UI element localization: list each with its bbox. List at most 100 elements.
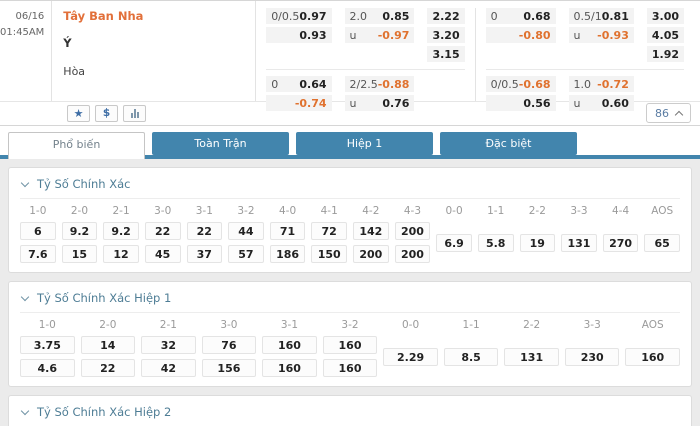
- odds-cell[interactable]: 0.93: [266, 27, 332, 43]
- odds-button[interactable]: 160: [262, 336, 317, 354]
- statistics-button[interactable]: [123, 104, 146, 122]
- money-button[interactable]: $: [95, 104, 118, 122]
- odds-button[interactable]: 270: [602, 233, 639, 252]
- score-header: 2-1: [112, 205, 130, 217]
- score-column-draw: 4-4 270: [602, 201, 639, 263]
- tab-toan-tran[interactable]: Toàn Trận: [152, 132, 289, 155]
- odds-cell[interactable]: 3.15: [427, 46, 465, 62]
- odds-cell[interactable]: u 0.76: [344, 95, 415, 111]
- odds-cell[interactable]: 3.20: [427, 27, 465, 43]
- score-header: 4-0: [278, 205, 297, 217]
- odds-button[interactable]: 131: [504, 347, 559, 366]
- odds-button[interactable]: 65: [644, 233, 680, 252]
- odds-line: 1.0: [573, 77, 592, 91]
- odds-button[interactable]: 9.2: [61, 222, 98, 240]
- section-header[interactable]: Tỷ Số Chính Xác Hiệp 1: [20, 288, 680, 313]
- odds-button[interactable]: 160: [262, 359, 317, 377]
- odds-price: 2.22: [432, 9, 460, 23]
- odds-button[interactable]: 200: [394, 222, 431, 240]
- odds-button[interactable]: 22: [144, 222, 181, 240]
- odds-button[interactable]: 72: [311, 222, 347, 240]
- odds-button[interactable]: 32: [141, 336, 196, 354]
- odds-button[interactable]: 22: [186, 222, 223, 240]
- markets-count-button[interactable]: 86: [646, 103, 691, 123]
- odds-button[interactable]: 12: [103, 245, 139, 263]
- odds-divider: [266, 69, 465, 70]
- odds-cell[interactable]: 0 0.68: [485, 8, 556, 24]
- tab-pho-bien[interactable]: Phổ biến: [8, 132, 145, 159]
- section-header[interactable]: Tỷ Số Chính Xác Hiệp 2: [20, 402, 680, 426]
- odds-cell[interactable]: 3.00: [646, 8, 684, 24]
- score-column: 4-2 142 200: [353, 201, 389, 263]
- odds-empty: [345, 46, 415, 62]
- odds-button[interactable]: 200: [353, 245, 389, 263]
- odds-button[interactable]: 230: [564, 347, 620, 366]
- odds-cell[interactable]: 0.56: [485, 95, 556, 111]
- away-team-name[interactable]: Ý: [63, 36, 72, 50]
- odds-button[interactable]: 142: [353, 222, 389, 240]
- tab-hiep-1[interactable]: Hiệp 1: [296, 132, 433, 155]
- odds-button[interactable]: 19: [519, 233, 556, 252]
- odds-cell[interactable]: 2.0 0.85: [344, 8, 415, 24]
- odds-button[interactable]: 7.6: [20, 245, 56, 263]
- odds-button[interactable]: 6: [20, 222, 56, 240]
- odds-button[interactable]: 200: [394, 245, 431, 263]
- section-header[interactable]: Tỷ Số Chính Xác: [20, 174, 680, 199]
- odds-price: -0.68: [518, 77, 551, 91]
- odds-button[interactable]: 15: [61, 245, 98, 263]
- odds-button[interactable]: 6.9: [436, 233, 472, 252]
- odds-button[interactable]: 22: [80, 359, 136, 377]
- score-header: 2-2: [523, 319, 541, 331]
- odds-price: -0.74: [294, 96, 327, 110]
- odds-cell[interactable]: 2.22: [427, 8, 465, 24]
- odds-button[interactable]: 8.5: [443, 347, 499, 366]
- odds-button[interactable]: 186: [269, 245, 306, 263]
- odds-button[interactable]: 45: [144, 245, 181, 263]
- odds-button[interactable]: 160: [322, 336, 378, 354]
- odds-button[interactable]: 42: [141, 359, 196, 377]
- odds-button[interactable]: 160: [625, 347, 681, 366]
- favorite-button[interactable]: ★: [67, 104, 90, 122]
- odds-button[interactable]: 160: [322, 359, 378, 377]
- odds-button[interactable]: 76: [201, 336, 257, 354]
- score-grid: 1-0 6 7.6 2-0 9.2 15 2-1 9.2 12 3-0 22 45 3-1 22 37 3-2…: [20, 201, 680, 263]
- odds-cell[interactable]: 0/0.5 -0.68: [485, 76, 556, 92]
- odds-button[interactable]: 57: [228, 245, 264, 263]
- odds-cell[interactable]: 0.5/1 0.81: [568, 8, 634, 24]
- odds-divider: [485, 69, 684, 70]
- odds-button[interactable]: 37: [186, 245, 223, 263]
- section-ty-so-chinh-xac-hiep-1: Tỷ Số Chính Xác Hiệp 1 1-0 3.75 4.6 2-0 14 22 2…: [8, 281, 692, 387]
- home-team-name[interactable]: Tây Ban Nha: [63, 9, 144, 23]
- odds-button[interactable]: 131: [561, 233, 597, 252]
- odds-button[interactable]: 156: [201, 359, 257, 377]
- odds-line: 2/2.5: [349, 77, 378, 91]
- odds-cell[interactable]: u 0.60: [568, 95, 634, 111]
- score-column: 2-1 32 42: [141, 315, 196, 377]
- odds-cell[interactable]: 4.05: [646, 27, 684, 43]
- odds-button[interactable]: 150: [311, 245, 347, 263]
- odds-cell[interactable]: -0.74: [266, 95, 332, 111]
- tab--ac-biet[interactable]: Đặc biệt: [440, 132, 577, 155]
- odds-button[interactable]: 3.75: [20, 336, 75, 354]
- odds-button[interactable]: 14: [80, 336, 136, 354]
- odds-cell[interactable]: 2/2.5 -0.88: [344, 76, 415, 92]
- score-cells: 76 156: [201, 336, 257, 377]
- odds-cell[interactable]: 0 0.64: [266, 76, 332, 92]
- odds-cell[interactable]: 1.0 -0.72: [568, 76, 634, 92]
- odds-button[interactable]: 9.2: [103, 222, 139, 240]
- odds-button[interactable]: 71: [269, 222, 306, 240]
- score-cells: 230: [564, 336, 620, 377]
- odds-cell[interactable]: u -0.97: [344, 27, 415, 43]
- odds-cell[interactable]: 1.92: [646, 46, 684, 62]
- score-cells: 142 200: [353, 222, 389, 263]
- odds-cell[interactable]: 0/0.5 0.97: [266, 8, 332, 24]
- odds-button[interactable]: 5.8: [477, 233, 514, 252]
- score-column-draw: 3-3 131: [561, 201, 597, 263]
- odds-cell[interactable]: u -0.93: [568, 27, 634, 43]
- match-time: 01:45AM: [0, 26, 45, 38]
- odds-button[interactable]: 2.29: [383, 347, 438, 366]
- odds-button[interactable]: 4.6: [20, 359, 75, 377]
- odds-cell[interactable]: -0.80: [485, 27, 556, 43]
- odds-button[interactable]: 44: [228, 222, 264, 240]
- score-column: 3-0 22 45: [144, 201, 181, 263]
